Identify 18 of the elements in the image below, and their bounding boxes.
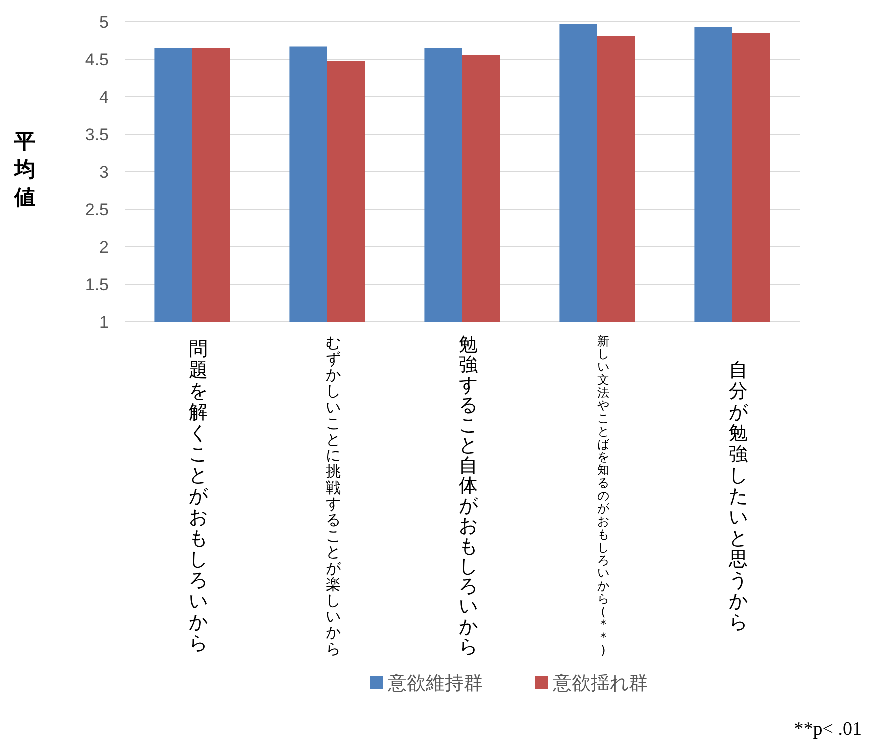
y-tick-label: 3 <box>100 162 109 182</box>
y-tick-label: 2.5 <box>85 200 109 220</box>
category-label: 自分が勉強したいと思うから <box>729 359 748 634</box>
y-tick-label: 4 <box>100 88 109 107</box>
y-tick-label: 3.5 <box>85 125 109 144</box>
legend-label: 意欲揺れ群 <box>552 672 648 695</box>
category-label: 問題を解くことがおもしろいから <box>189 338 208 654</box>
y-axis-title: 平均値 <box>14 129 36 210</box>
category-label: 勉強すること自体がおもしろいから <box>459 334 478 658</box>
y-tick-label: 5 <box>100 12 109 32</box>
y-tick-label: 2 <box>100 238 109 257</box>
y-tick-label: 4.5 <box>85 50 109 70</box>
legend-label: 意欲維持群 <box>387 672 483 695</box>
y-tick-label: 1 <box>100 312 109 332</box>
category-label: むずかしいことに挑戦することが楽しいから <box>326 334 341 658</box>
text: **p< .01 <box>794 719 862 740</box>
category-label: 新しい文法やことばを知るのがおもしろいから(**) <box>598 334 610 658</box>
y-tick-label: 1.5 <box>85 275 109 294</box>
